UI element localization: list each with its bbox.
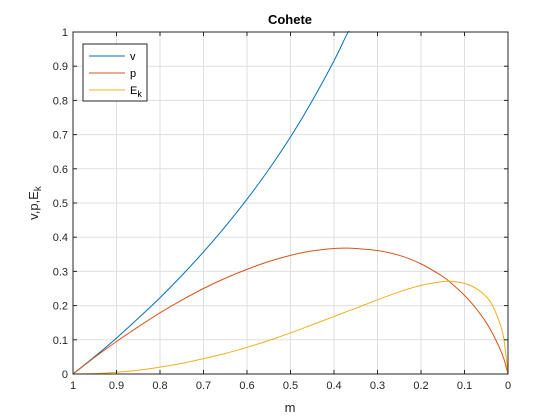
ticks: 1 0.9 0.8 0.7 0.6 0.5 0.4 0.3 0.2 0.1 0 0 0.1 0.2 0.3 0… [53,27,511,392]
y-tick-label: 1 [62,27,68,39]
x-tick-label: 0.3 [370,380,385,392]
y-tick-label: 0.9 [53,61,68,73]
y-tick-label: 0.2 [53,301,68,313]
x-tick-label: 1 [70,380,76,392]
legend-label-ek-main: E [130,85,137,97]
y-tick-label: 0.6 [53,164,68,176]
legend-label-ek: Ek [130,85,142,99]
series-line-v [72,30,350,375]
chart-title: Cohete [268,12,312,27]
legend: v p Ek [82,43,148,102]
legend-label-v: v [130,51,136,63]
legend-label-ek-sub: k [137,89,142,99]
x-tick-label: 0.6 [239,380,254,392]
x-tick-label: 0.4 [326,380,341,392]
x-tick-label: 0.8 [152,380,167,392]
y-tick-label: 0.8 [53,95,68,107]
series-line-ek [72,280,509,375]
y-axis-label-main: v,p,E [26,191,41,220]
y-tick-label: 0.4 [53,232,68,244]
y-axis-label: v,p,Ek [26,185,44,220]
y-tick-label: 0.1 [53,335,68,347]
x-tick-label: 0.7 [196,380,211,392]
y-tick-label: 0.7 [53,130,68,142]
x-tick-label: 0.2 [413,380,428,392]
y-tick-label: 0.5 [53,198,68,210]
y-axis-label-sub: k [33,185,44,191]
x-tick-label: 0 [505,380,511,392]
x-tick-label: 0.9 [109,380,124,392]
x-axis-label: m [285,400,296,415]
x-tick-label: 0.1 [457,380,472,392]
y-tick-label: 0 [62,369,68,381]
legend-label-p: p [130,68,136,80]
y-tick-label: 0.3 [53,266,68,278]
series-line-p [72,247,509,375]
x-tick-label: 0.5 [283,380,298,392]
series-lines [72,30,509,375]
